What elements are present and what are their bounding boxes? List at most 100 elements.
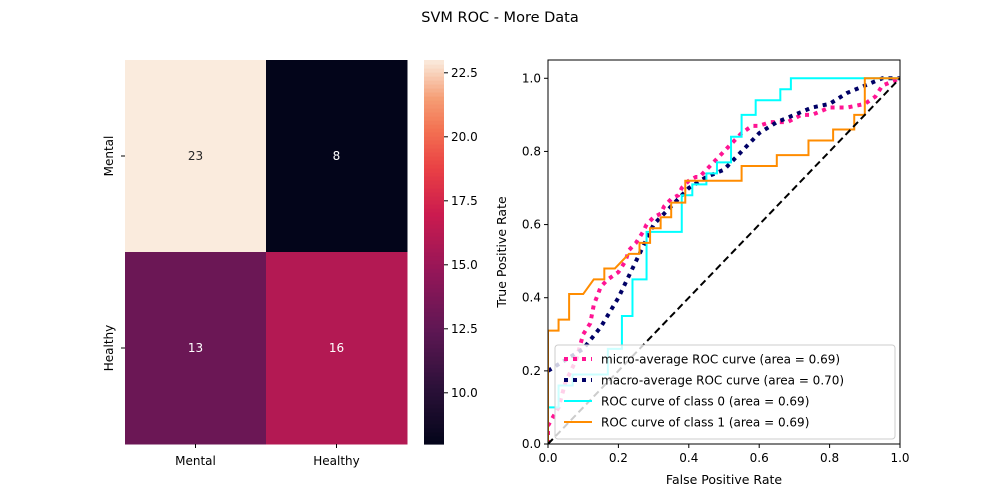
colorbar-segment [424, 80, 444, 85]
colorbar-tick-label: 15.0 [451, 258, 478, 272]
colorbar-segment [424, 412, 444, 417]
roc-x-tick-label: 0.2 [609, 451, 628, 465]
heatmap-row-label: Healthy [102, 325, 116, 372]
colorbar-segment [424, 392, 444, 397]
colorbar-segment [424, 308, 444, 313]
roc-x-tick-label: 0.8 [820, 451, 839, 465]
heatmap-col-label: Healthy [313, 454, 360, 468]
colorbar-segment [424, 224, 444, 229]
colorbar-segment [424, 256, 444, 261]
roc-legend-label: macro-average ROC curve (area = 0.70) [601, 374, 844, 388]
roc-legend-label: ROC curve of class 1 (area = 0.69) [601, 416, 809, 430]
colorbar-segment [424, 344, 444, 349]
colorbar-segment [424, 128, 444, 133]
colorbar-segment [424, 72, 444, 77]
roc-legend-label: ROC curve of class 0 (area = 0.69) [601, 395, 809, 409]
colorbar-segment [424, 360, 444, 365]
colorbar-segment [424, 372, 444, 377]
colorbar-tick-label: 17.5 [451, 194, 478, 208]
colorbar-segment [424, 112, 444, 117]
colorbar-segment [424, 88, 444, 93]
colorbar-segment [424, 328, 444, 333]
roc-y-tick-label: 0.4 [522, 291, 541, 305]
colorbar-segment [424, 228, 444, 233]
colorbar-segment [424, 68, 444, 73]
colorbar-segment [424, 276, 444, 281]
colorbar-segment [424, 396, 444, 401]
confusion-heatmap: 23 8 13 16 Mental Healthy Mental Healthy [102, 60, 408, 468]
roc-series-1 [548, 76, 900, 373]
colorbar-tick-label: 20.0 [451, 130, 478, 144]
heatmap-col-label: Mental [175, 454, 216, 468]
colorbar-segment [424, 304, 444, 309]
colorbar-segment [424, 388, 444, 393]
colorbar-segment [424, 196, 444, 201]
colorbar-segment [424, 280, 444, 285]
colorbar-segment [424, 376, 444, 381]
roc-y-tick-label: 0.8 [522, 144, 541, 158]
colorbar-segment [424, 240, 444, 245]
roc-legend-label: micro-average ROC curve (area = 0.69) [601, 353, 840, 367]
heatmap-cell [266, 252, 408, 445]
heatmap-cell-label: 16 [329, 341, 344, 355]
colorbar-segment [424, 364, 444, 369]
colorbar-segment [424, 64, 444, 69]
colorbar-segment [424, 104, 444, 109]
colorbar-segment [424, 84, 444, 89]
colorbar-segment [424, 300, 444, 305]
roc-chance-line [548, 77, 900, 444]
colorbar-segment [424, 176, 444, 181]
colorbar-segment [424, 296, 444, 301]
colorbar-segment [424, 108, 444, 113]
colorbar-segment [424, 208, 444, 213]
colorbar-segment [424, 336, 444, 341]
colorbar-segment [424, 124, 444, 129]
roc-axes-frame [547, 59, 901, 445]
colorbar-segment [424, 324, 444, 329]
colorbar-segment [424, 248, 444, 253]
figure-title: SVM ROC - More Data [421, 10, 578, 26]
colorbar-segment [424, 420, 444, 425]
colorbar-segment [424, 284, 444, 289]
colorbar-segment [424, 340, 444, 345]
colorbar-segment [424, 156, 444, 161]
colorbar-segment [424, 160, 444, 165]
roc-chart: 0.0 0.2 0.4 0.6 0.8 1.0 0.0 0.2 0.4 0.6 0.8 1.0 Fals… [494, 59, 910, 487]
colorbar-segment [424, 404, 444, 409]
colorbar-segment [424, 148, 444, 153]
roc-series-3 [548, 77, 900, 444]
colorbar-segment [424, 320, 444, 325]
colorbar-segment [424, 132, 444, 137]
colorbar-segment [424, 288, 444, 293]
colorbar-segment [424, 400, 444, 405]
colorbar-segment [424, 408, 444, 413]
heatmap-cell [125, 60, 267, 253]
colorbar-segment [424, 152, 444, 157]
colorbar-segment [424, 216, 444, 221]
colorbar-segment [424, 220, 444, 225]
roc-y-tick-label: 1.0 [522, 71, 541, 85]
heatmap-cell-label: 23 [188, 149, 203, 163]
colorbar-segment [424, 116, 444, 121]
colorbar-segment [424, 140, 444, 145]
heatmap-cell-label: 13 [188, 341, 203, 355]
colorbar-segment [424, 384, 444, 389]
roc-x-axis-label: False Positive Rate [666, 472, 782, 487]
colorbar-segment [424, 252, 444, 257]
colorbar-segment [424, 260, 444, 265]
colorbar-segment [424, 192, 444, 197]
colorbar-segment [424, 380, 444, 385]
colorbar-segment [424, 76, 444, 81]
colorbar-segment [424, 60, 444, 65]
roc-y-tick-label: 0.2 [522, 364, 541, 378]
colorbar-segment [424, 212, 444, 217]
roc-y-tick-label: 0.6 [522, 218, 541, 232]
colorbar-segment [424, 264, 444, 269]
colorbar-segment [424, 268, 444, 273]
colorbar-segment [424, 356, 444, 361]
roc-x-tick-label: 1.0 [890, 451, 909, 465]
colorbar-segment [424, 352, 444, 357]
colorbar-segment [424, 100, 444, 105]
colorbar-segment [424, 436, 444, 441]
